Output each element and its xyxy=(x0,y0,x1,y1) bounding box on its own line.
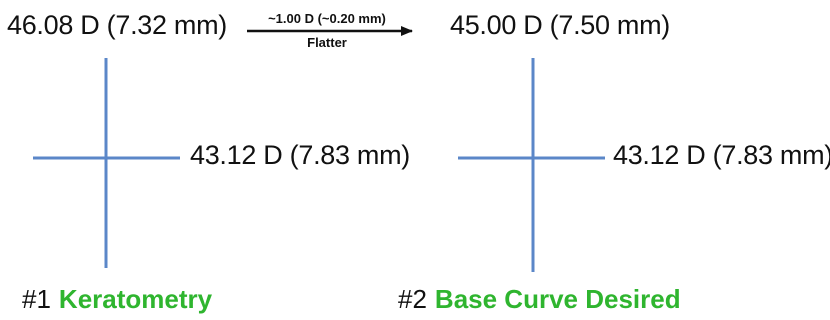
diagram-2-flat-meridian-label: 43.12 D (7.83 mm) xyxy=(613,140,830,170)
diagram-2-title: Base Curve Desired xyxy=(434,284,681,314)
transition-direction-label: Flatter xyxy=(307,35,347,50)
diagram-1-number: #1 xyxy=(22,284,51,314)
diagram-1-steep-meridian-label: 46.08 D (7.32 mm) xyxy=(7,10,227,40)
diagram-1-flat-meridian-label: 43.12 D (7.83 mm) xyxy=(190,140,410,170)
diagram-2-number: #2 xyxy=(398,284,427,314)
diagram-2-caption: #2 Base Curve Desired xyxy=(398,284,681,314)
diagram-1-title: Keratometry xyxy=(58,284,213,314)
diagram-2-steep-meridian-label: 45.00 D (7.50 mm) xyxy=(450,10,670,40)
transition-change-label: ~1.00 D (~0.20 mm) xyxy=(268,11,386,26)
diagram-1-caption: #1 Keratometry xyxy=(22,284,212,314)
